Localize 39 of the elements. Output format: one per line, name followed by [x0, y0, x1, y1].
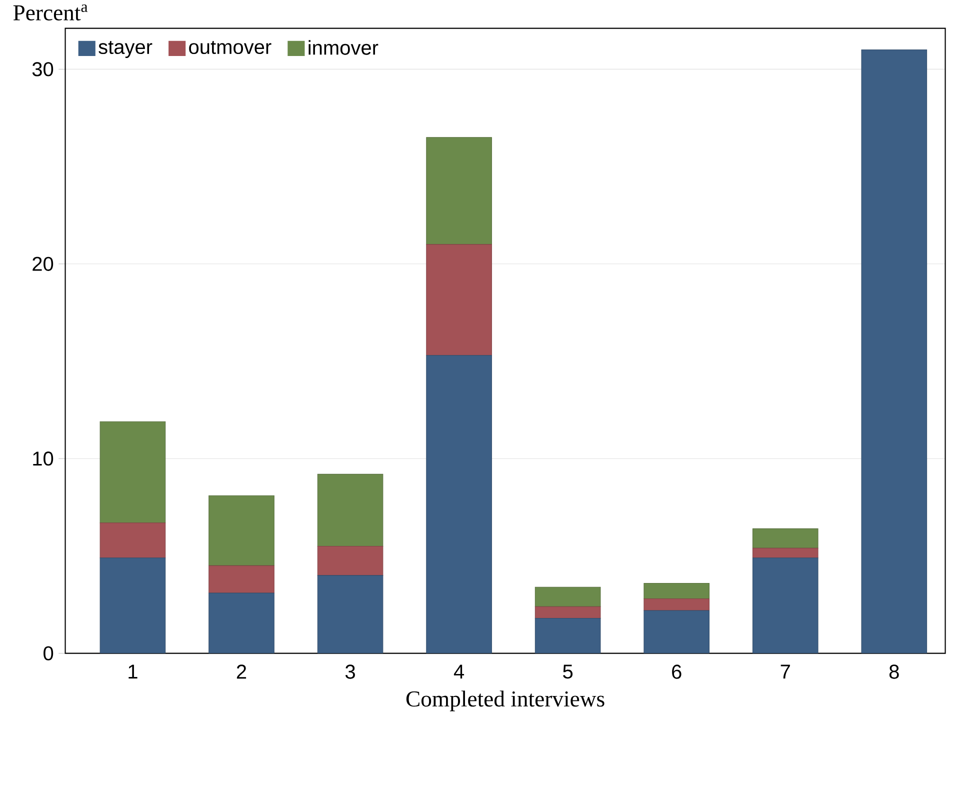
y-axis-title: Percent$^{a}$ — [13, 4, 88, 21]
bar — [535, 618, 600, 654]
bar — [752, 528, 818, 549]
x-tick-label: 1 — [128, 664, 138, 679]
y-tick-label: 30 — [32, 62, 54, 76]
bar — [426, 244, 492, 356]
y-tick-label: 20 — [32, 256, 54, 272]
bar — [534, 587, 601, 608]
x-tick-label: 4 — [454, 664, 464, 679]
bar — [861, 50, 928, 654]
bar — [644, 598, 710, 611]
bar — [100, 558, 166, 654]
x-tick-label: 8 — [889, 664, 899, 680]
legend-label: inmover — [308, 40, 378, 56]
legend-label: outmover — [189, 41, 272, 54]
bar — [644, 610, 710, 654]
legend-label: stayer — [98, 41, 152, 58]
x-axis-title: Completed interviews — [406, 690, 604, 712]
y-tick-label: 10 — [33, 452, 54, 466]
bar — [208, 593, 274, 654]
x-tick-label: 7 — [780, 664, 790, 679]
x-tick-label: 3 — [345, 664, 355, 680]
bar — [644, 583, 710, 600]
x-tick-label: 5 — [563, 664, 573, 679]
bar — [426, 356, 492, 654]
y-tick-label: 0 — [44, 646, 54, 661]
bar — [318, 576, 383, 654]
bar — [752, 558, 818, 654]
bar — [208, 566, 274, 594]
bar — [100, 522, 166, 558]
bar — [752, 548, 818, 558]
bar — [534, 606, 601, 619]
bar — [317, 546, 384, 576]
bar — [317, 474, 384, 547]
bar — [100, 422, 166, 524]
bar — [208, 496, 274, 566]
bar — [426, 137, 492, 245]
x-tick-label: 6 — [672, 664, 682, 680]
x-tick-label: 2 — [236, 664, 246, 679]
